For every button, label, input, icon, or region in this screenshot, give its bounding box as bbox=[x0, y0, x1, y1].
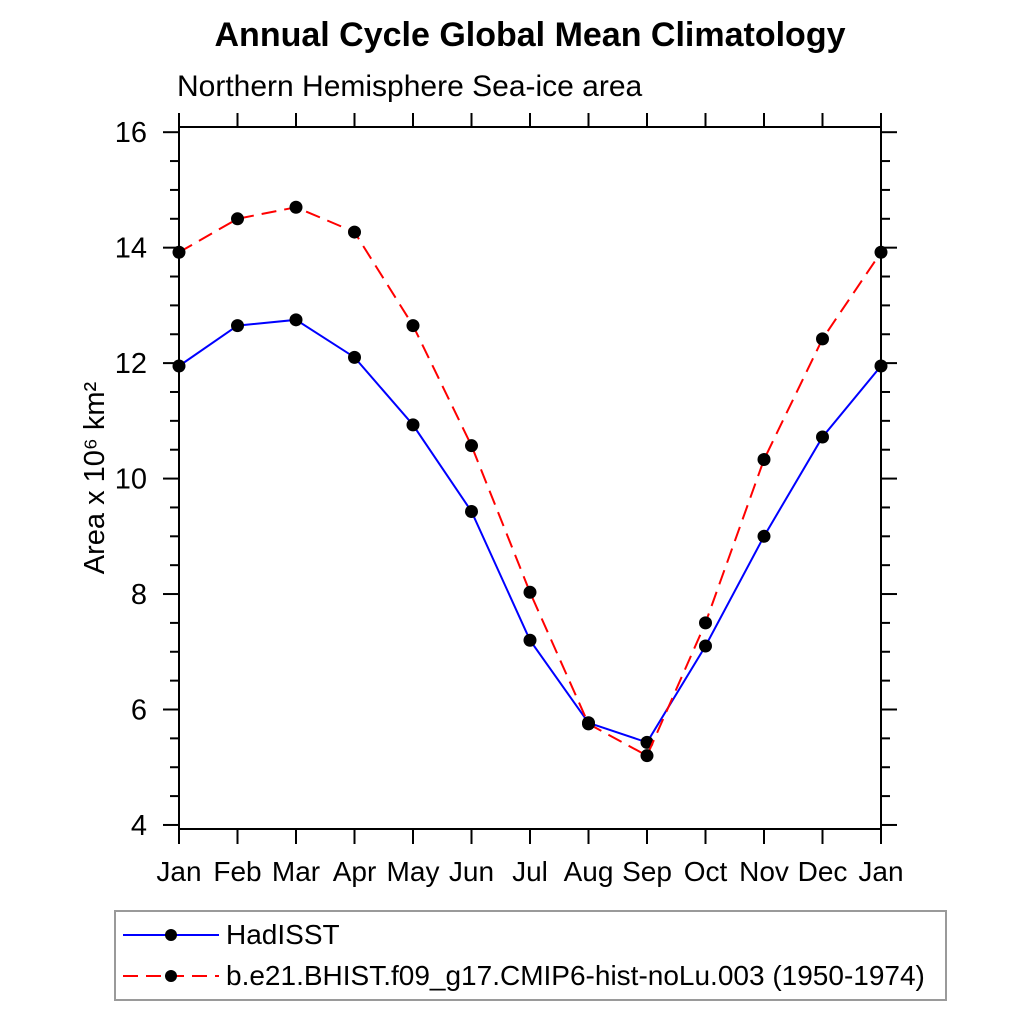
y-axis-label: 8 bbox=[131, 579, 147, 611]
legend-row-model: b.e21.BHIST.f09_g17.CMIP6-hist-noLu.003 … bbox=[116, 959, 945, 993]
chart-title: Annual Cycle Global Mean Climatology bbox=[214, 16, 846, 54]
x-axis-label: May bbox=[387, 856, 440, 887]
data-point-marker bbox=[348, 225, 361, 239]
series-line-1 bbox=[178, 206, 882, 758]
x-axis-label: Mar bbox=[272, 856, 320, 887]
x-axis-label: Jan bbox=[156, 856, 201, 887]
data-point-marker bbox=[172, 245, 186, 259]
y-axis-label: 4 bbox=[131, 810, 147, 842]
x-axis-label: Jan bbox=[858, 856, 903, 887]
axis-frame bbox=[178, 126, 882, 830]
data-point-marker bbox=[348, 350, 361, 364]
data-point-marker bbox=[172, 359, 186, 373]
legend-label-hadisst: HadISST bbox=[226, 919, 340, 951]
data-point-marker bbox=[523, 633, 537, 647]
data-point-marker bbox=[406, 418, 420, 432]
data-point-marker bbox=[757, 529, 771, 543]
x-axis-label: Jun bbox=[449, 856, 494, 887]
data-point-marker bbox=[465, 439, 478, 453]
x-axis-label: Sep bbox=[622, 856, 672, 887]
data-point-marker bbox=[640, 749, 654, 763]
x-axis-label: Jul bbox=[512, 856, 548, 887]
x-axis-label: Nov bbox=[739, 856, 789, 887]
legend-marker-dot bbox=[165, 969, 177, 982]
data-point-marker bbox=[757, 453, 771, 467]
legend: HadISST b.e21.BHIST.f09_g17.CMIP6-hist-n… bbox=[114, 910, 947, 1001]
legend-swatch-hadisst bbox=[123, 929, 219, 942]
x-axis-label: Apr bbox=[333, 856, 377, 887]
y-axis-title: Area x 10⁶ km² bbox=[79, 381, 111, 574]
y-axis-label: 14 bbox=[115, 233, 147, 265]
data-point-marker bbox=[816, 332, 829, 346]
data-point-marker bbox=[231, 319, 244, 333]
x-axis-label: Dec bbox=[798, 856, 848, 887]
legend-swatch-model bbox=[123, 969, 219, 982]
y-axis-label: 6 bbox=[131, 694, 147, 726]
series-layer bbox=[172, 200, 888, 763]
x-axis-label: Oct bbox=[684, 856, 728, 887]
legend-label-model: b.e21.BHIST.f09_g17.CMIP6-hist-noLu.003 … bbox=[226, 959, 925, 991]
data-point-marker bbox=[465, 504, 478, 518]
x-axis-label: Feb bbox=[213, 856, 261, 887]
axes-layer: Jan Feb Mar Apr May Jun Jul Aug Sep Oct Nov Dec Jan 4… bbox=[115, 113, 904, 887]
data-point-marker bbox=[231, 212, 244, 226]
data-point-marker bbox=[289, 313, 303, 327]
chart-subtitle: Northern Hemisphere Sea-ice area bbox=[177, 70, 643, 103]
data-point-marker bbox=[699, 616, 712, 630]
legend-row-hadisst: HadISST bbox=[116, 918, 945, 952]
data-point-marker bbox=[640, 735, 654, 749]
series-line-0 bbox=[178, 318, 882, 744]
data-point-marker bbox=[289, 200, 303, 214]
data-point-marker bbox=[523, 585, 537, 599]
data-point-marker bbox=[874, 245, 888, 259]
legend-marker-dot bbox=[165, 929, 177, 942]
x-axis-label: Aug bbox=[564, 856, 614, 887]
y-axis-label: 16 bbox=[115, 117, 147, 149]
data-point-marker bbox=[874, 359, 888, 373]
y-axis-label: 10 bbox=[115, 464, 147, 496]
data-point-marker bbox=[816, 430, 829, 444]
data-point-marker bbox=[699, 639, 712, 653]
data-point-marker bbox=[582, 717, 595, 731]
y-axis-label: 12 bbox=[115, 348, 147, 380]
data-point-marker bbox=[406, 319, 420, 333]
